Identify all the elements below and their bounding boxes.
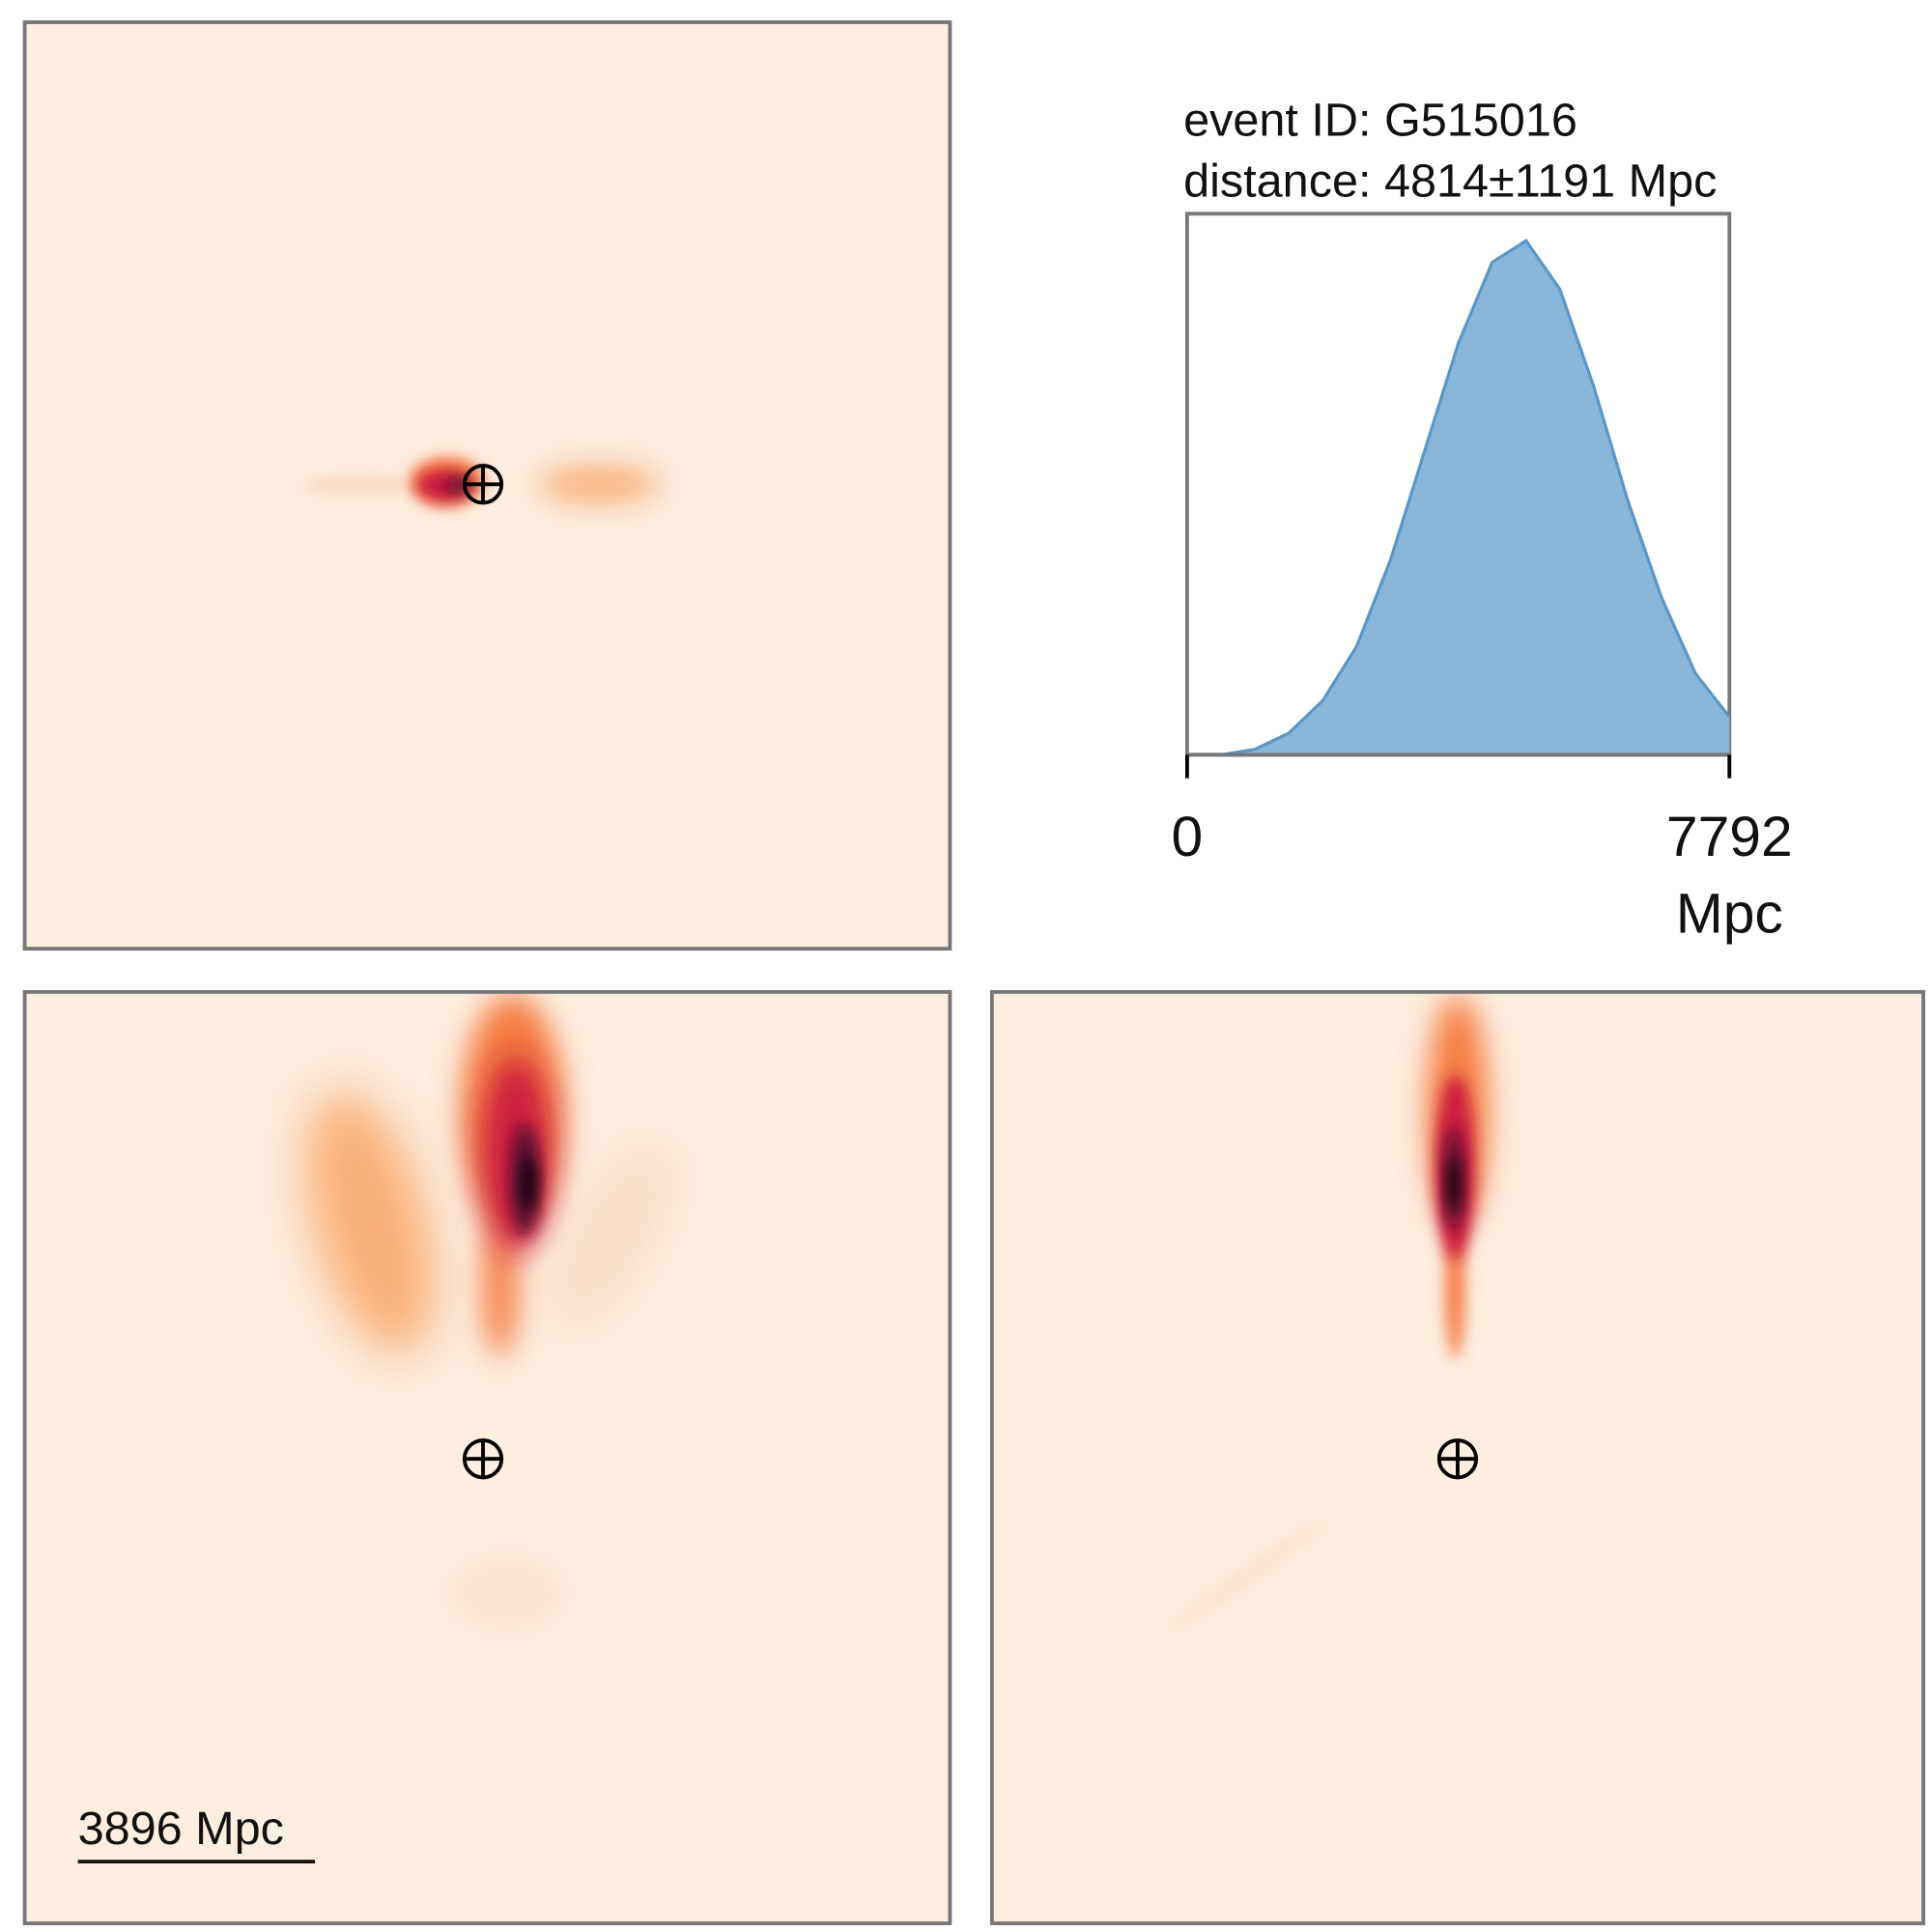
distance-area [1186,241,1730,755]
event-id: event ID: G515016 [1183,95,1577,147]
distance-plot: event ID: G515016 distance: 4814±1191 Mp… [1172,95,1793,946]
volume-view-side [989,989,1925,1925]
x-tick-label: 7792 [1666,806,1793,868]
x-axis-label: Mpc [1676,882,1783,945]
scale-bar-label: 3896 Mpc [78,1803,284,1855]
distance-line [1186,239,1731,756]
volume-view-front: 3896 Mpc [22,989,952,1925]
x-tick-label: 0 [1172,806,1204,868]
distance-summary: distance: 4814±1191 Mpc [1183,155,1717,207]
volume-view-top [22,20,952,952]
